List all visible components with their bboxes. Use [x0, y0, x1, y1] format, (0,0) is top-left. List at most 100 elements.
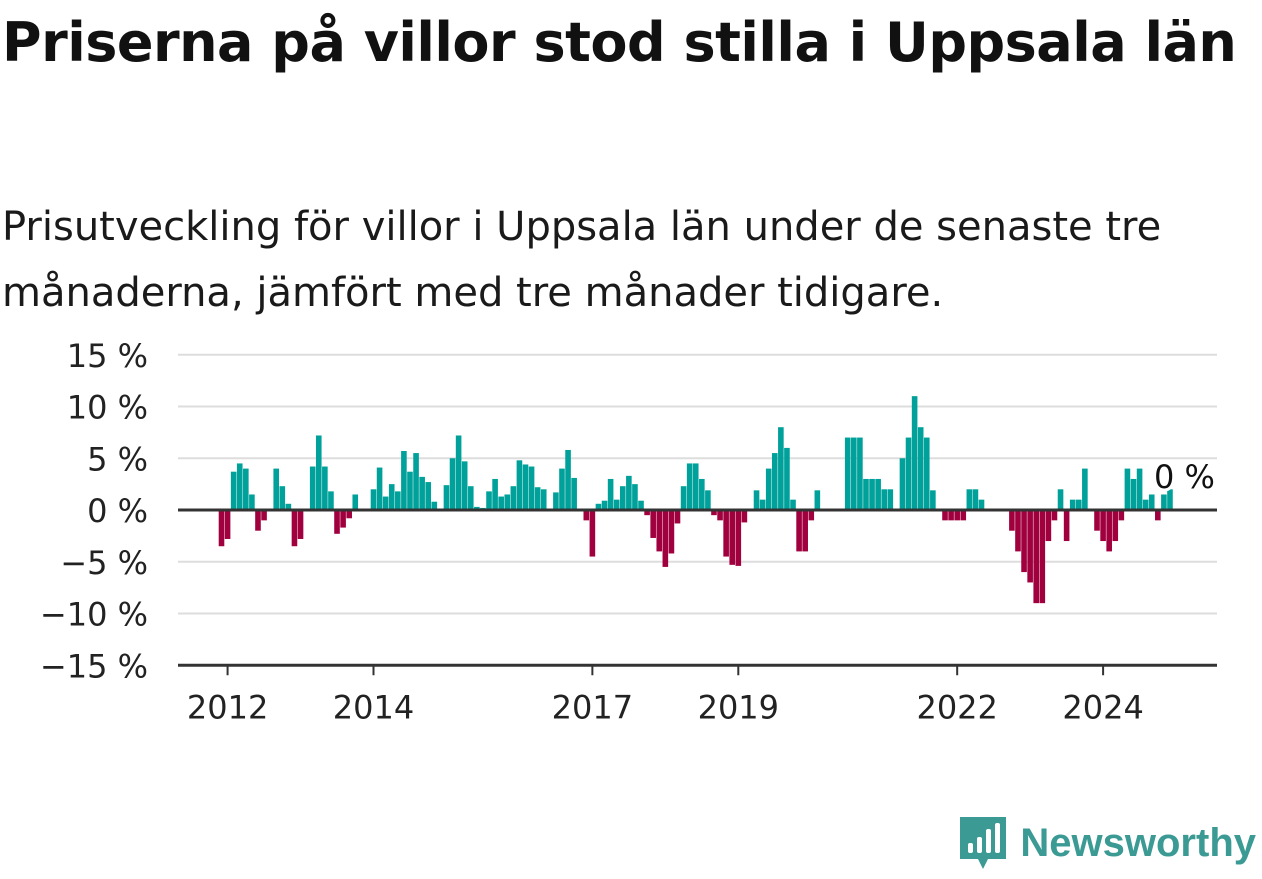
bar	[899, 458, 906, 510]
bar	[1161, 494, 1167, 510]
bar	[243, 468, 249, 510]
bar	[796, 510, 802, 552]
bar	[315, 435, 322, 510]
bar-chart: 15 %10 %5 %0 %−5 %−10 %−15 % 2012 2014 201…	[40, 337, 1218, 727]
bar	[583, 510, 590, 521]
bar	[632, 484, 638, 511]
bar	[352, 494, 359, 510]
bar	[911, 396, 918, 510]
y-tick-label: −5 %	[60, 544, 148, 582]
bar	[1118, 510, 1125, 521]
y-tick-label: −10 %	[40, 596, 148, 634]
bar	[869, 478, 875, 510]
bar	[461, 461, 468, 511]
bar	[279, 486, 286, 510]
y-tick-label: 10 %	[67, 389, 148, 427]
y-tick-label: 0 %	[87, 492, 148, 530]
bar	[553, 492, 559, 510]
bar	[431, 501, 438, 510]
bar	[1075, 499, 1082, 510]
bar	[601, 500, 608, 510]
bar	[1082, 468, 1088, 510]
bar	[887, 489, 894, 510]
chart-subtitle: Prisutveckling för villor i Uppsala län …	[2, 204, 1162, 316]
bar	[753, 490, 760, 510]
bar	[692, 463, 699, 510]
bar	[467, 486, 474, 510]
bar	[540, 489, 547, 510]
bar	[285, 503, 292, 510]
bar	[917, 427, 924, 510]
bar	[322, 466, 328, 510]
bar	[224, 510, 231, 539]
bar	[680, 486, 687, 510]
bar	[954, 510, 960, 521]
bar	[863, 478, 869, 510]
bar	[261, 510, 267, 521]
bar	[510, 486, 517, 510]
bar	[407, 471, 413, 510]
bar	[723, 510, 729, 557]
bar	[1124, 468, 1131, 510]
y-axis-tick-labels: 15 % 10 % 5 % 0 % −5 % −10 % −15 %	[40, 337, 148, 686]
bars	[218, 396, 1173, 604]
bar	[455, 435, 462, 510]
bar	[923, 437, 930, 510]
bar	[1136, 468, 1143, 510]
bar	[626, 475, 632, 510]
bar	[881, 489, 888, 510]
bar	[236, 463, 243, 510]
bar	[814, 490, 821, 510]
bar	[966, 489, 973, 510]
bar	[857, 437, 863, 510]
bar	[1148, 494, 1155, 510]
bar	[522, 464, 529, 510]
bar	[905, 437, 912, 510]
x-tick-label: 2024	[1062, 688, 1143, 726]
bar	[650, 510, 656, 538]
bar	[413, 453, 419, 510]
x-tick-label: 2014	[333, 688, 414, 726]
bar	[1094, 510, 1100, 531]
bar	[340, 510, 346, 528]
newsworthy-brand: Newsworthy	[958, 815, 1256, 871]
bar	[613, 499, 620, 510]
bar	[1100, 510, 1106, 542]
bar	[699, 478, 705, 510]
bar	[1045, 510, 1052, 542]
bar	[729, 510, 736, 565]
bar	[297, 510, 304, 539]
bar	[1130, 478, 1137, 510]
bar	[249, 494, 255, 510]
bar	[528, 466, 535, 510]
bar	[1167, 489, 1173, 510]
bar	[607, 478, 614, 510]
bar	[978, 499, 985, 510]
bar	[443, 485, 450, 510]
x-tick-label: 2017	[552, 688, 633, 726]
bar	[1155, 510, 1161, 521]
bar	[1063, 510, 1070, 542]
bar	[674, 510, 681, 524]
bar	[595, 503, 602, 510]
bar	[662, 510, 669, 567]
bar	[255, 510, 261, 531]
bar	[948, 510, 954, 521]
bar	[1051, 510, 1058, 521]
bar	[705, 490, 711, 510]
bar	[851, 437, 857, 510]
bar	[492, 478, 498, 510]
bar	[1069, 499, 1076, 510]
bar	[565, 449, 571, 510]
brand-name: Newsworthy	[1020, 820, 1256, 865]
bar	[1033, 510, 1040, 604]
bar	[1015, 510, 1021, 552]
bar	[395, 491, 401, 510]
bar	[808, 510, 815, 521]
bar	[790, 499, 796, 510]
bar	[1112, 510, 1119, 542]
bar	[778, 427, 784, 510]
bar	[686, 463, 693, 510]
bar	[1106, 510, 1112, 552]
bar	[960, 510, 967, 521]
